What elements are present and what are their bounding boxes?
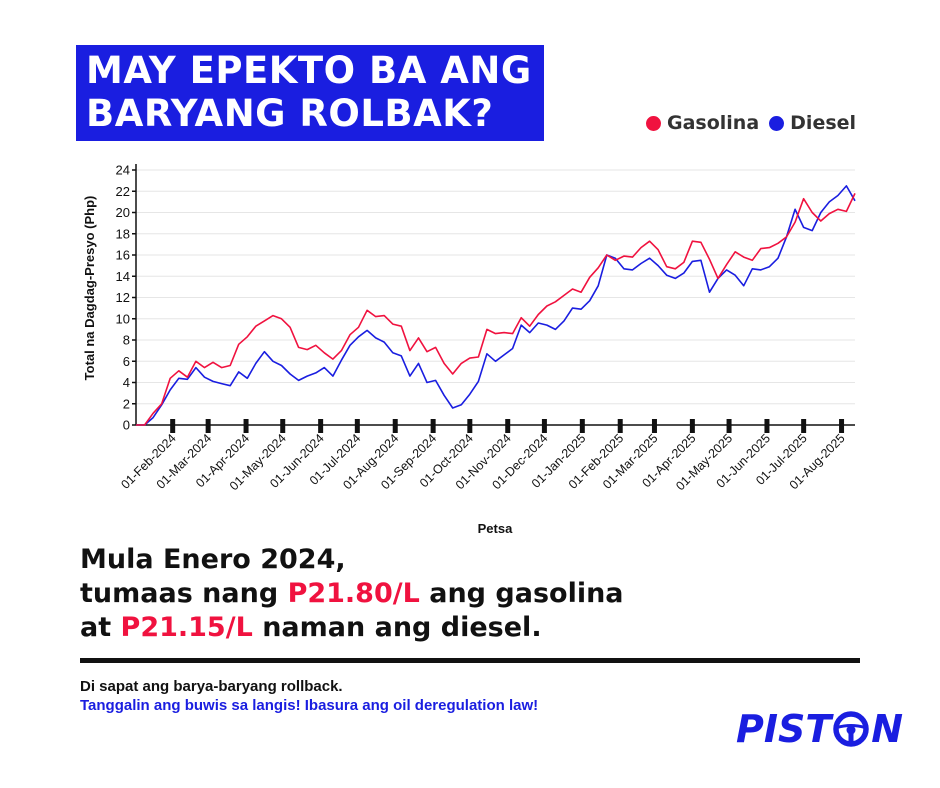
x-tick-mark: [839, 419, 845, 433]
x-tick-mark: [764, 419, 770, 433]
y-tick-label: 14: [116, 269, 130, 284]
x-tick-mark: [205, 419, 211, 433]
headline-line-3-pre: at: [80, 612, 121, 643]
chart-legend: Gasolina Diesel: [646, 112, 866, 134]
legend-label-diesel: Diesel: [790, 112, 857, 134]
y-tick-label: 24: [116, 163, 130, 178]
steering-wheel-icon: [833, 711, 870, 747]
title-box: MAY EPEKTO BA ANG BARYANG ROLBAK?: [76, 45, 544, 141]
title-line-2: BARYANG ROLBAK?: [86, 92, 494, 135]
x-tick-mark: [243, 419, 249, 433]
y-axis-label: Total na Dagdag-Presyo (Php): [82, 196, 97, 381]
x-tick-mark: [541, 419, 547, 433]
x-tick-mark: [354, 419, 360, 433]
y-tick-label: 12: [116, 290, 130, 305]
headline-line-1: Mula Enero 2024,: [80, 544, 346, 575]
x-axis-label: Petsa: [478, 521, 513, 536]
x-tick-mark: [617, 419, 623, 433]
headline: Mula Enero 2024, tumaas nang P21.80/L an…: [80, 543, 624, 645]
headline-line-2-post: ang gasolina: [419, 578, 624, 609]
y-tick-label: 10: [116, 311, 130, 326]
footer-note-2: Tanggalin ang buwis sa langis! Ibasura a…: [80, 697, 539, 714]
logo-text-part-1: PIST: [736, 707, 832, 751]
headline-line-3-post: naman ang diesel.: [252, 612, 542, 643]
diesel-increase: P21.15/L: [120, 612, 253, 643]
headline-line-3: at P21.15/L naman ang diesel.: [80, 611, 624, 645]
x-axis-ticks: 01-Feb-202401-Mar-202401-Apr-202401-May-…: [118, 419, 848, 493]
x-tick-mark: [505, 419, 511, 433]
legend-dot-diesel: [769, 115, 785, 131]
y-tick-label: 22: [116, 184, 130, 199]
title-line-1: MAY EPEKTO BA ANG: [86, 49, 532, 92]
piston-logo: PIST N: [736, 707, 903, 751]
y-tick-label: 20: [116, 205, 130, 220]
x-tick-mark: [170, 419, 176, 433]
legend-dot-gasolina: [646, 115, 661, 131]
headline-line-2-pre: tumaas nang: [80, 578, 288, 609]
y-tick-label: 2: [123, 396, 130, 411]
x-tick-mark: [318, 419, 324, 433]
logo-text-part-2: N: [871, 707, 904, 751]
divider: [80, 658, 860, 663]
y-tick-label: 8: [123, 333, 130, 348]
series-line-diesel: [136, 185, 856, 426]
y-tick-label: 18: [116, 226, 130, 241]
x-tick-mark: [430, 419, 436, 433]
x-tick-mark: [726, 419, 732, 433]
gasolina-increase: P21.80/L: [287, 578, 420, 609]
x-tick-mark: [651, 419, 657, 433]
chart-grid: [136, 169, 855, 426]
x-tick-mark: [801, 419, 807, 433]
y-tick-label: 4: [123, 375, 130, 390]
x-tick-mark: [467, 419, 473, 433]
x-tick-mark: [689, 419, 695, 433]
series-line-gasolina: [136, 193, 856, 426]
y-tick-label: 6: [123, 354, 130, 369]
footer-note-1: Di sapat ang barya-baryang rollback.: [80, 678, 343, 695]
legend-item-gasolina: Gasolina: [646, 112, 759, 134]
x-tick-mark: [392, 419, 398, 433]
headline-line-2: tumaas nang P21.80/L ang gasolina: [80, 577, 624, 611]
chart-axes: [135, 164, 855, 426]
legend-label-gasolina: Gasolina: [667, 112, 760, 134]
y-tick-label: 0: [123, 418, 130, 433]
legend-item-diesel: Diesel: [769, 112, 856, 134]
x-tick-mark: [280, 419, 286, 433]
series-lines: [136, 185, 856, 426]
y-tick-label: 16: [116, 248, 130, 263]
x-tick-mark: [579, 419, 585, 433]
